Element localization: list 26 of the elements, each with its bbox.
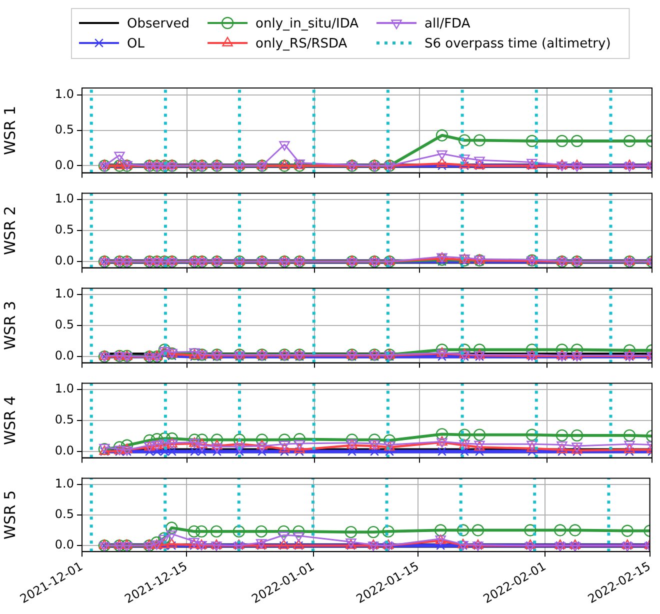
y-tick-label: 0.5 xyxy=(54,222,74,237)
legend-label: only_in_situ/IDA xyxy=(256,16,359,32)
legend-label: only_RS/RSDA xyxy=(256,36,348,52)
legend-label: S6 overpass time (altimetry) xyxy=(424,36,611,52)
y-tick-label: 0.0 xyxy=(54,444,74,458)
y-tick-label: 1.0 xyxy=(54,382,74,396)
y-tick-label: 0.0 xyxy=(54,538,74,552)
y-axis-title: WSR 5 xyxy=(0,490,19,540)
y-tick-label: 1.0 xyxy=(54,87,74,102)
y-axis-title: WSR 4 xyxy=(0,396,19,446)
legend-label: all/FDA xyxy=(424,16,470,32)
y-tick-label: 0.0 xyxy=(54,158,74,172)
y-tick-label: 0.0 xyxy=(54,254,74,268)
legend-label: OL xyxy=(127,36,146,52)
y-axis-title: WSR 2 xyxy=(0,206,19,256)
y-axis-title: WSR 1 xyxy=(0,106,19,155)
y-tick-label: 0.5 xyxy=(54,318,74,332)
y-tick-label: 1.0 xyxy=(54,286,74,301)
y-tick-label: 0.5 xyxy=(54,507,74,522)
y-tick-label: 0.5 xyxy=(54,412,74,427)
y-tick-label: 0.0 xyxy=(54,348,74,363)
y-tick-label: 0.5 xyxy=(54,122,74,137)
y-axis-title: WSR 3 xyxy=(0,300,19,350)
legend-label: Observed xyxy=(127,16,190,32)
y-tick-label: 1.0 xyxy=(54,476,74,490)
y-tick-label: 1.0 xyxy=(54,192,74,206)
